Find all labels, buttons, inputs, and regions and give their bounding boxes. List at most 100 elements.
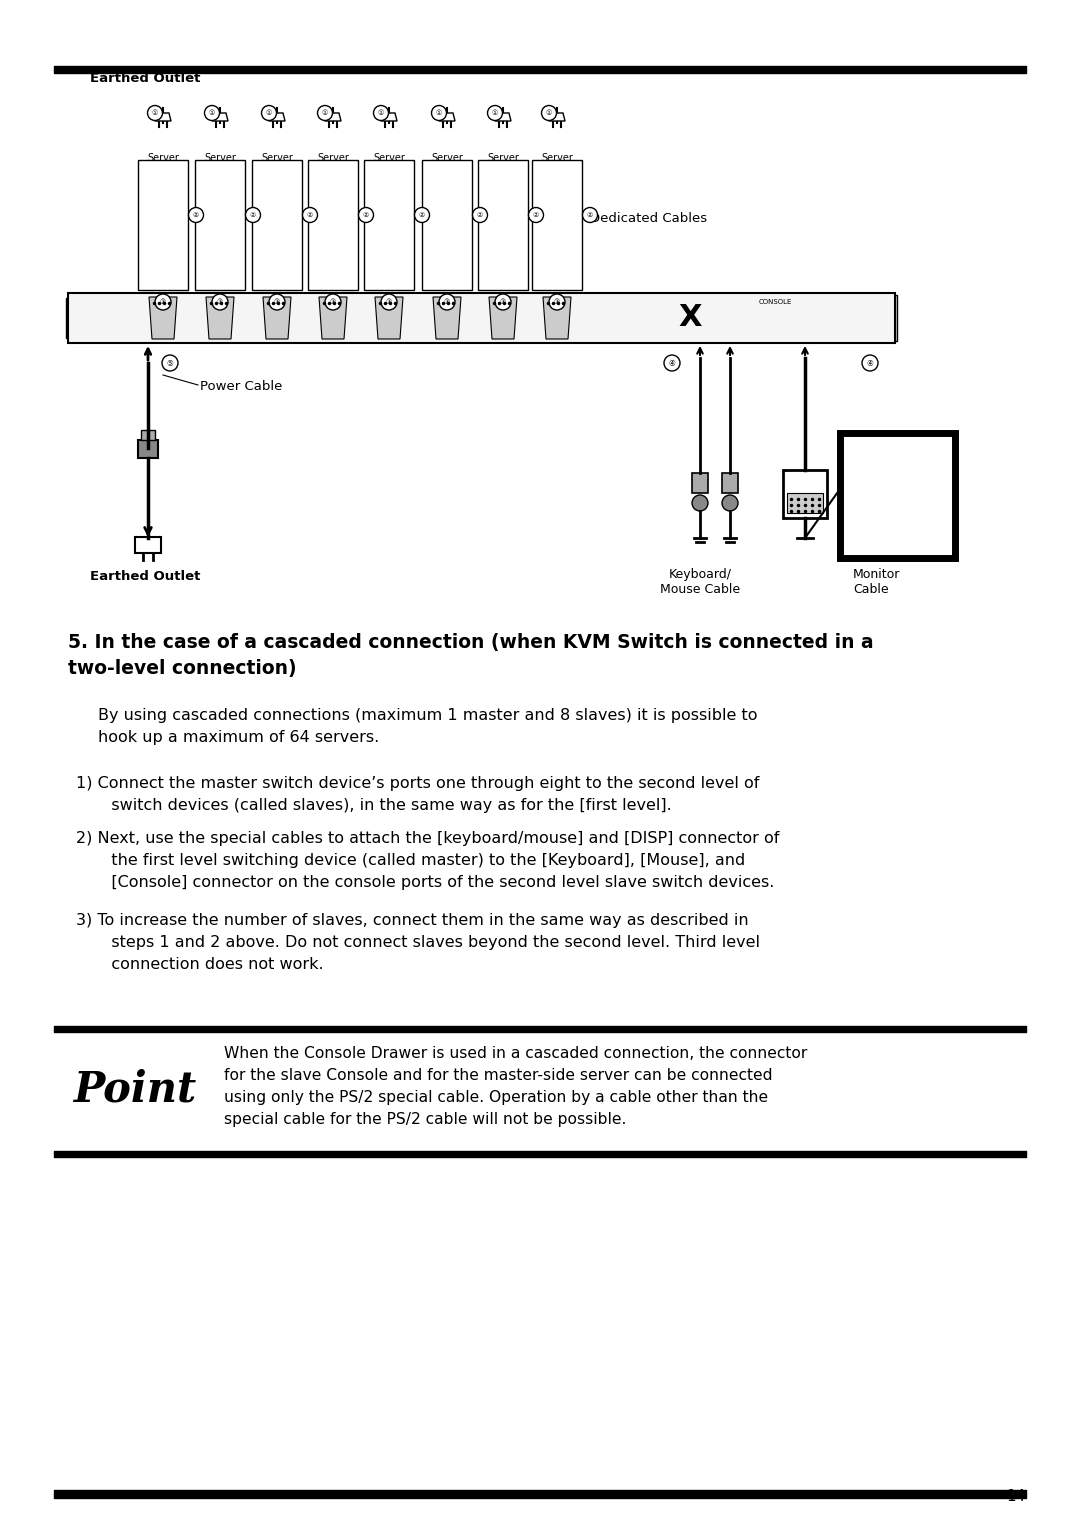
- Circle shape: [95, 309, 114, 329]
- Text: ①: ①: [266, 110, 272, 116]
- Circle shape: [541, 105, 556, 121]
- Bar: [367, 241, 411, 260]
- Circle shape: [582, 208, 597, 223]
- Bar: [308, 160, 357, 290]
- Bar: [211, 215, 221, 226]
- Polygon shape: [325, 113, 341, 121]
- Text: ①: ①: [491, 110, 498, 116]
- Bar: [548, 215, 558, 226]
- Bar: [692, 474, 708, 494]
- Text: ③: ③: [444, 299, 450, 306]
- Text: Monitor
Cable: Monitor Cable: [853, 568, 901, 596]
- Text: Server: Server: [487, 153, 518, 163]
- Bar: [255, 261, 299, 287]
- Bar: [200, 215, 210, 226]
- Bar: [257, 215, 267, 226]
- Polygon shape: [264, 296, 291, 339]
- Bar: [381, 277, 391, 284]
- Text: Power Cable: Power Cable: [200, 380, 282, 394]
- Bar: [369, 215, 379, 226]
- Polygon shape: [212, 113, 228, 121]
- Bar: [215, 231, 226, 238]
- Bar: [325, 277, 335, 284]
- Text: ③: ③: [160, 299, 166, 306]
- Bar: [426, 241, 469, 260]
- Bar: [840, 432, 955, 558]
- Circle shape: [261, 105, 276, 121]
- Bar: [393, 277, 403, 284]
- Bar: [438, 215, 448, 226]
- Text: 2) Next, use the special cables to attach the [keyboard/mouse] and [DISP] connec: 2) Next, use the special cables to attac…: [76, 831, 780, 847]
- Text: 5. In the case of a cascaded connection (when KVM Switch is connected in a: 5. In the case of a cascaded connection …: [68, 633, 874, 652]
- Bar: [313, 244, 341, 257]
- Text: ①: ①: [322, 110, 328, 116]
- Bar: [313, 277, 323, 284]
- Bar: [257, 244, 285, 257]
- Polygon shape: [549, 113, 565, 121]
- Bar: [143, 277, 153, 284]
- Polygon shape: [269, 113, 285, 121]
- Text: CONSOLE: CONSOLE: [758, 299, 792, 306]
- Bar: [200, 231, 211, 238]
- Polygon shape: [438, 113, 455, 121]
- Circle shape: [374, 105, 389, 121]
- Circle shape: [204, 105, 219, 121]
- Bar: [494, 215, 504, 226]
- Text: ④: ④: [866, 359, 874, 368]
- Circle shape: [415, 208, 430, 223]
- Text: ⑤: ⑤: [166, 359, 174, 368]
- Text: Earthed Outlet: Earthed Outlet: [90, 72, 201, 86]
- Text: ③: ③: [386, 299, 392, 306]
- Bar: [451, 277, 461, 284]
- Bar: [537, 231, 548, 238]
- Bar: [483, 277, 492, 284]
- Bar: [268, 215, 278, 226]
- Bar: [165, 215, 175, 226]
- Polygon shape: [149, 296, 177, 339]
- Text: using only the PS/2 special cable. Operation by a cable other than the: using only the PS/2 special cable. Opera…: [224, 1089, 768, 1105]
- Text: Server: Server: [541, 153, 572, 163]
- Text: By using cascaded connections (maximum 1 master and 8 slaves) it is possible to: By using cascaded connections (maximum 1…: [98, 707, 757, 723]
- Text: for the slave Console and for the master-side server can be connected: for the slave Console and for the master…: [224, 1068, 772, 1083]
- Bar: [883, 295, 897, 341]
- Bar: [559, 215, 569, 226]
- Bar: [442, 231, 453, 238]
- Circle shape: [100, 313, 110, 322]
- Text: ②: ②: [532, 212, 539, 219]
- Bar: [337, 277, 347, 284]
- Bar: [141, 241, 185, 260]
- Text: Earthed Outlet: Earthed Outlet: [90, 570, 201, 584]
- Bar: [427, 215, 437, 226]
- Text: Server: Server: [431, 153, 463, 163]
- Circle shape: [162, 354, 178, 371]
- Text: ②: ②: [363, 212, 369, 219]
- Circle shape: [189, 208, 203, 223]
- Text: Server: Server: [147, 153, 179, 163]
- Text: When the Console Drawer is used in a cascaded connection, the connector: When the Console Drawer is used in a cas…: [224, 1047, 807, 1060]
- Bar: [427, 244, 455, 257]
- Text: special cable for the PS/2 cable will not be possible.: special cable for the PS/2 cable will no…: [224, 1112, 626, 1128]
- Bar: [156, 277, 165, 284]
- Bar: [481, 261, 525, 287]
- Text: Server: Server: [318, 153, 349, 163]
- Bar: [167, 277, 177, 284]
- Bar: [483, 231, 494, 238]
- Text: the first level switching device (called master) to the [Keyboard], [Mouse], and: the first level switching device (called…: [96, 853, 745, 868]
- Circle shape: [495, 293, 511, 310]
- Circle shape: [487, 105, 502, 121]
- Bar: [483, 215, 492, 226]
- Bar: [384, 231, 395, 238]
- Bar: [532, 160, 582, 290]
- Polygon shape: [543, 296, 571, 339]
- Bar: [535, 261, 579, 287]
- Bar: [252, 160, 302, 290]
- Bar: [481, 241, 525, 260]
- Text: X: X: [678, 304, 702, 333]
- Circle shape: [148, 105, 162, 121]
- Bar: [279, 215, 289, 226]
- Bar: [367, 261, 411, 287]
- Bar: [141, 261, 185, 287]
- Polygon shape: [489, 296, 517, 339]
- Bar: [158, 231, 168, 238]
- Bar: [660, 295, 890, 341]
